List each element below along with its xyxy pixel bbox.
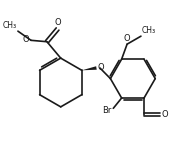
Text: O: O [124, 34, 130, 43]
Polygon shape [82, 66, 97, 70]
Text: Br: Br [102, 106, 111, 115]
Text: O: O [161, 110, 168, 119]
Text: CH₃: CH₃ [3, 21, 17, 30]
Text: O: O [54, 18, 61, 27]
Text: O: O [97, 63, 104, 71]
Text: CH₃: CH₃ [142, 26, 156, 35]
Text: O: O [23, 35, 29, 44]
